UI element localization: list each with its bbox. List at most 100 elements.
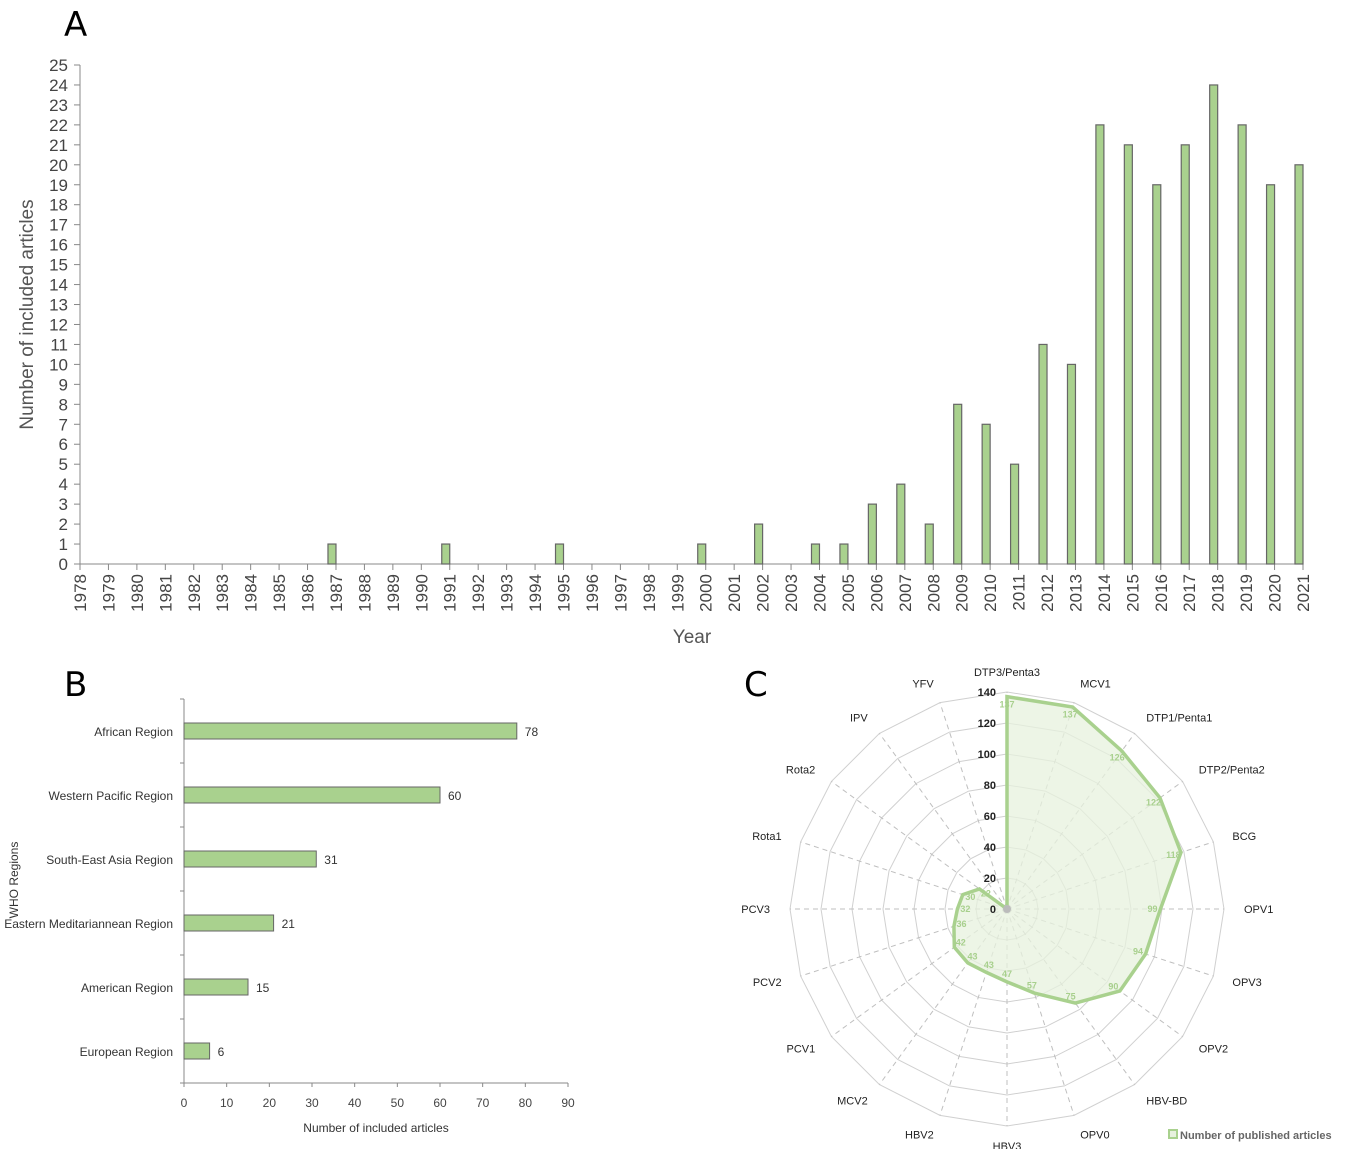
radar-ring-label: 40 xyxy=(984,842,996,854)
radar-category-label: Rota2 xyxy=(786,765,815,777)
bar-2020 xyxy=(1265,184,1276,565)
x-tick-label: 2002 xyxy=(754,574,773,612)
y-tick-label: 6 xyxy=(59,435,68,454)
bar-2016 xyxy=(1152,184,1162,565)
y-tick-label: 0 xyxy=(59,555,68,574)
x-tick-label: 1998 xyxy=(640,574,659,612)
y-tick-label: 14 xyxy=(49,276,68,295)
x-tick-label: 1995 xyxy=(555,574,574,612)
y-tick-label: 24 xyxy=(49,76,68,95)
radar-value-label: 137 xyxy=(1063,710,1078,720)
y-tick-label: 16 xyxy=(49,236,68,255)
radar-category-label: OPV1 xyxy=(1244,904,1273,916)
radar-value-label: 137 xyxy=(999,700,1014,710)
legend-swatch xyxy=(1168,1129,1178,1139)
x-tick-label: 1987 xyxy=(327,574,346,612)
x-tick-label: 1983 xyxy=(213,574,232,612)
chart-panel-b: B 0 10 20 30 40 50 60 70 80 90 African Region 78 West… xyxy=(4,665,575,1135)
bar-1991 xyxy=(441,543,451,565)
x-tick-label: 2021 xyxy=(1294,574,1313,612)
bar-2014 xyxy=(1095,124,1105,565)
panel-letter-c: C xyxy=(744,665,768,705)
bar-2008 xyxy=(924,523,934,565)
radar-category-label: OPV2 xyxy=(1199,1043,1228,1055)
x-tick-label: 40 xyxy=(348,1096,362,1110)
bar-2019 xyxy=(1237,124,1247,565)
x-axis-title: Number of included articles xyxy=(303,1121,448,1135)
y-tick-label: 23 xyxy=(49,96,68,115)
radar-value-label: 43 xyxy=(984,960,994,970)
bar-region xyxy=(183,914,275,932)
region-label: American Region xyxy=(81,981,173,995)
bar-value-label: 15 xyxy=(256,981,270,995)
y-tick-label: 19 xyxy=(49,176,68,195)
bar-region xyxy=(183,1042,211,1060)
x-tick-label: 70 xyxy=(476,1096,490,1110)
radar-ring-label: 60 xyxy=(984,811,996,823)
bar-value-label: 6 xyxy=(218,1045,225,1059)
region-label: European Region xyxy=(80,1045,173,1059)
x-tick-label: 1989 xyxy=(384,574,403,612)
bar-2010 xyxy=(981,423,991,565)
radar-category-label: OPV0 xyxy=(1080,1129,1109,1141)
bar-2009 xyxy=(953,403,963,565)
x-tick-label: 2015 xyxy=(1123,574,1142,612)
x-tick-label: 1992 xyxy=(469,574,488,612)
bar-value-label: 78 xyxy=(525,725,539,739)
radar-ring-label: 20 xyxy=(984,873,996,885)
legend-label: Number of published articles xyxy=(1180,1130,1332,1142)
radar-value-label: 36 xyxy=(957,919,967,929)
y-tick-label: 7 xyxy=(59,415,68,434)
radar-category-label: HBV2 xyxy=(905,1129,934,1141)
radar-value-label: 118 xyxy=(1166,850,1181,860)
x-tick-label: 2008 xyxy=(924,574,943,612)
bar-value-label: 21 xyxy=(282,917,296,931)
x-tick-label: 1986 xyxy=(299,574,318,612)
bar-value-label: 31 xyxy=(324,853,338,867)
x-tick-label: 1994 xyxy=(526,574,545,612)
radar-center-dot xyxy=(1003,905,1011,913)
radar-category-label: DTP2/Penta2 xyxy=(1199,765,1265,777)
x-tick-label: 50 xyxy=(391,1096,405,1110)
y-tick-label: 17 xyxy=(49,216,68,235)
radar-category-label: PCV1 xyxy=(787,1043,816,1055)
x-tick-label: 1980 xyxy=(128,574,147,612)
radar-value-label: 30 xyxy=(965,892,975,902)
x-tick-label: 2010 xyxy=(981,574,1000,612)
y-tick-label: 9 xyxy=(59,375,68,394)
bar-2007 xyxy=(896,483,906,565)
bar-2005 xyxy=(839,543,849,565)
x-tick-label: 0 xyxy=(181,1096,188,1110)
y-tick-label: 21 xyxy=(49,136,68,155)
region-label: Western Pacific Region xyxy=(49,789,174,803)
radar-value-label: 94 xyxy=(1133,947,1143,957)
x-tick-label: 2020 xyxy=(1266,574,1285,612)
bar-2006 xyxy=(867,503,877,565)
bar-2000 xyxy=(697,543,707,565)
radar-ring-label: 80 xyxy=(984,780,996,792)
radar-category-label: BCG xyxy=(1232,831,1256,843)
radar-category-label: HBV3 xyxy=(993,1141,1022,1149)
radar-ring-label: 0 xyxy=(990,904,996,916)
radar-category-label: DTP1/Penta1 xyxy=(1146,712,1212,724)
bar-2021 xyxy=(1294,164,1304,565)
y-tick-label: 13 xyxy=(49,296,68,315)
radar-value-label: 43 xyxy=(968,951,978,961)
x-tick-label: 1991 xyxy=(441,574,460,612)
x-tick-label: 1981 xyxy=(156,574,175,612)
radar-value-label: 75 xyxy=(1066,992,1076,1002)
x-tick-label: 20 xyxy=(263,1096,277,1110)
radar-value-label: 90 xyxy=(1108,981,1118,991)
x-tick-label: 2009 xyxy=(953,574,972,612)
x-tick-label: 10 xyxy=(220,1096,234,1110)
y-axis-title: Number of included articles xyxy=(17,199,38,429)
radar-ring-label: 100 xyxy=(978,749,996,761)
panel-letter-b: B xyxy=(64,665,87,705)
y-tick-label: 11 xyxy=(50,335,68,354)
y-tick-label: 2 xyxy=(59,515,68,534)
x-tick-label: 1978 xyxy=(71,574,90,612)
x-tick-label: 2006 xyxy=(867,574,886,612)
bar-1987 xyxy=(327,543,337,565)
y-tick-label: 15 xyxy=(49,256,68,275)
